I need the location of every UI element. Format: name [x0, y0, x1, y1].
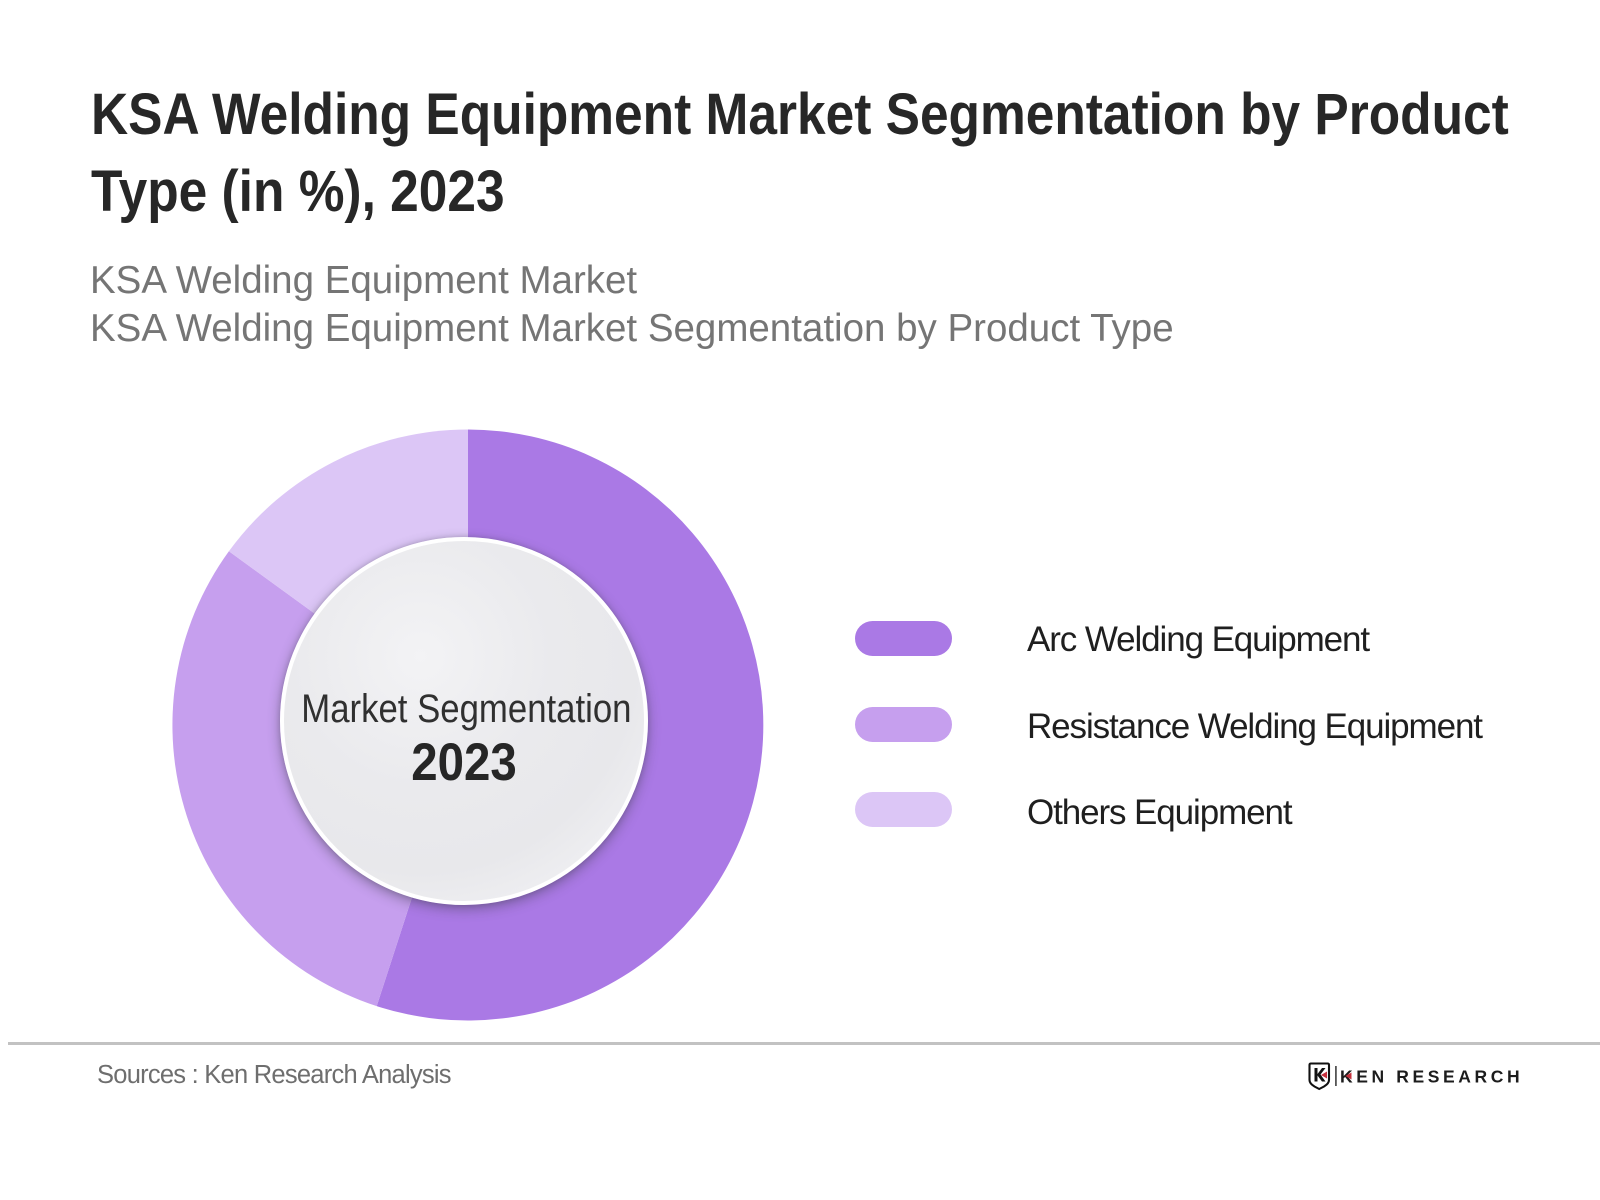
svg-text:KEN RESEARCH: KEN RESEARCH [1340, 1067, 1523, 1087]
